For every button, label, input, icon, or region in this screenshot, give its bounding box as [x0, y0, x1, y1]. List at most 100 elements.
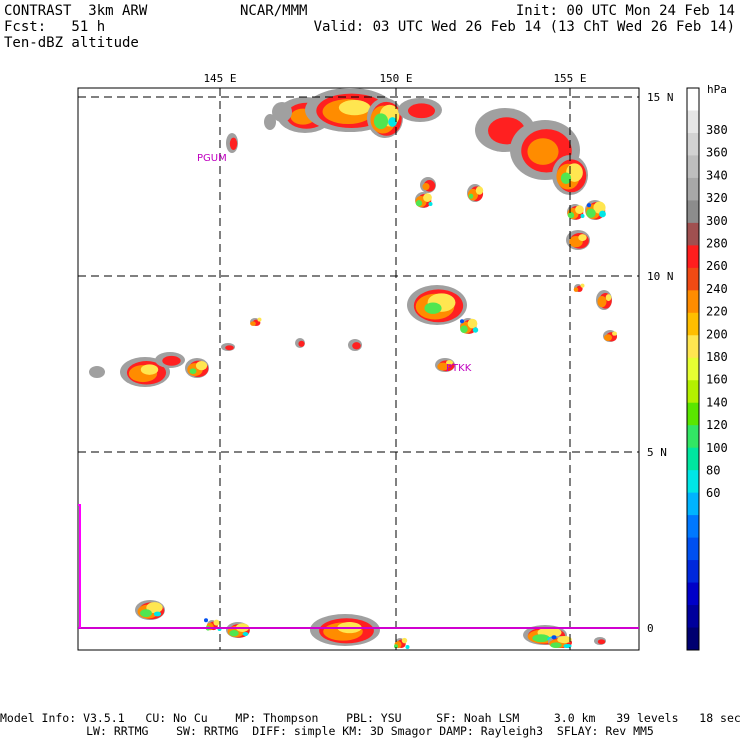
radar-echo	[599, 210, 606, 218]
colorbar-label: 180	[706, 350, 728, 364]
radar-echo	[428, 202, 433, 206]
colorbar-label: 220	[706, 305, 728, 319]
map-frame	[77, 87, 640, 651]
radar-echo	[242, 632, 249, 636]
radar-echo	[373, 113, 389, 130]
colorbar-label: 280	[706, 237, 728, 251]
station-label-pgum: PGUM	[197, 153, 227, 164]
colorbar-label: 360	[706, 146, 728, 160]
map-figure: 145 E 150 E 155 E 15 N 10 N 5 N 0 PGUM P…	[77, 72, 728, 651]
radar-echo	[352, 342, 361, 350]
radar-echo	[475, 186, 484, 195]
radar-echo	[597, 295, 607, 308]
radar-echo	[424, 302, 442, 314]
radar-echo	[567, 212, 575, 219]
radar-echo	[597, 639, 606, 645]
colorbar-swatch	[687, 627, 699, 651]
colorbar-label: 160	[706, 373, 728, 387]
forecast-hour: Fcst: 51 h	[4, 19, 106, 35]
radar-echo	[605, 294, 612, 302]
radar-echo	[225, 345, 234, 351]
colorbar-swatch	[687, 155, 699, 179]
radar-echo	[213, 619, 220, 626]
radar-echo	[388, 117, 397, 127]
map-gridlines	[78, 88, 639, 650]
radar-echo	[405, 645, 410, 649]
radar-echo	[468, 193, 474, 199]
radar-echo	[580, 283, 585, 288]
radar-echo	[298, 340, 305, 347]
colorbar-swatch	[687, 290, 699, 314]
colorbar-swatch	[687, 177, 699, 201]
field-name: Ten-dBZ altitude	[4, 35, 139, 51]
colorbar-label: 80	[706, 464, 720, 478]
radar-echo	[146, 602, 163, 614]
colorbar-swatch	[687, 222, 699, 246]
station-label-ptkk: PTKK	[446, 363, 472, 374]
radar-echo	[189, 368, 197, 375]
radar-echo	[153, 611, 162, 617]
colorbar-frame	[686, 87, 700, 651]
colorbar-swatch	[687, 537, 699, 561]
radar-echo	[575, 205, 584, 214]
radar-echo	[550, 642, 562, 649]
radar-echo	[557, 635, 572, 644]
radar-echo	[257, 317, 262, 322]
lat-label-5n: 5 N	[647, 446, 667, 459]
lon-label-145e: 145 E	[203, 72, 236, 85]
radar-echo	[272, 102, 292, 122]
radar-echo	[460, 325, 468, 333]
model-info-line2: LW: RRTMG SW: RRTMG DIFF: simple KM: 3D …	[86, 724, 654, 738]
radar-echo	[472, 327, 479, 333]
model-title: CONTRAST 3km ARW	[4, 3, 148, 19]
colorbar-swatch	[687, 88, 699, 111]
init-time: Init: 00 UTC Mon 24 Feb 14	[515, 3, 735, 19]
colorbar-swatch	[687, 312, 699, 336]
colorbar	[686, 87, 700, 651]
radar-echo	[527, 138, 559, 165]
colorbar-swatch	[687, 492, 699, 516]
lat-label-0: 0	[647, 622, 654, 635]
colorbar-swatch	[687, 335, 699, 359]
radar-echo	[140, 364, 159, 375]
colorbar-label: 380	[706, 123, 728, 137]
radar-echo	[195, 360, 208, 371]
radar-echo	[467, 318, 478, 329]
colorbar-swatch	[687, 267, 699, 291]
lat-label-15n: 15 N	[647, 91, 674, 104]
radar-echo	[140, 609, 152, 618]
radar-echo	[580, 214, 585, 218]
colorbar-swatch	[687, 357, 699, 381]
colorbar-label: 200	[706, 327, 728, 341]
domain-edge-marker	[78, 504, 81, 628]
radar-echo	[422, 183, 430, 191]
colorbar-swatch	[687, 470, 699, 494]
radar-echo	[578, 234, 587, 242]
colorbar-swatch	[687, 402, 699, 426]
radar-echo	[586, 208, 596, 218]
colorbar-label: 260	[706, 259, 728, 273]
colorbar-swatch	[687, 132, 699, 156]
colorbar-label: 100	[706, 441, 728, 455]
radar-echo	[401, 637, 408, 644]
radar-echo	[532, 634, 550, 643]
colorbar-swatch	[687, 447, 699, 471]
radar-echo	[394, 644, 398, 649]
colorbar-unit: hPa	[707, 83, 727, 96]
radar-echo	[415, 200, 423, 207]
colorbar-label: 60	[706, 486, 720, 500]
radar-echo	[229, 630, 239, 637]
radar-echo	[250, 321, 256, 326]
radar-echo	[551, 635, 557, 640]
colorbar-label: 300	[706, 214, 728, 228]
radar-echo	[586, 203, 592, 208]
colorbar-swatch	[687, 200, 699, 224]
lat-label-10n: 10 N	[647, 270, 674, 283]
colorbar-labels: 380 360 340 320 300 280 260 240 220 200 180 160 140 1…	[706, 123, 728, 500]
colorbar-label: 120	[706, 418, 728, 432]
colorbar-swatch	[687, 605, 699, 629]
radar-echo	[460, 319, 464, 324]
colorbar-swatch	[687, 380, 699, 404]
colorbar-swatch	[687, 560, 699, 584]
model-info-line1: Model Info: V3.5.1 CU: No Cu MP: Thompso…	[0, 711, 740, 725]
